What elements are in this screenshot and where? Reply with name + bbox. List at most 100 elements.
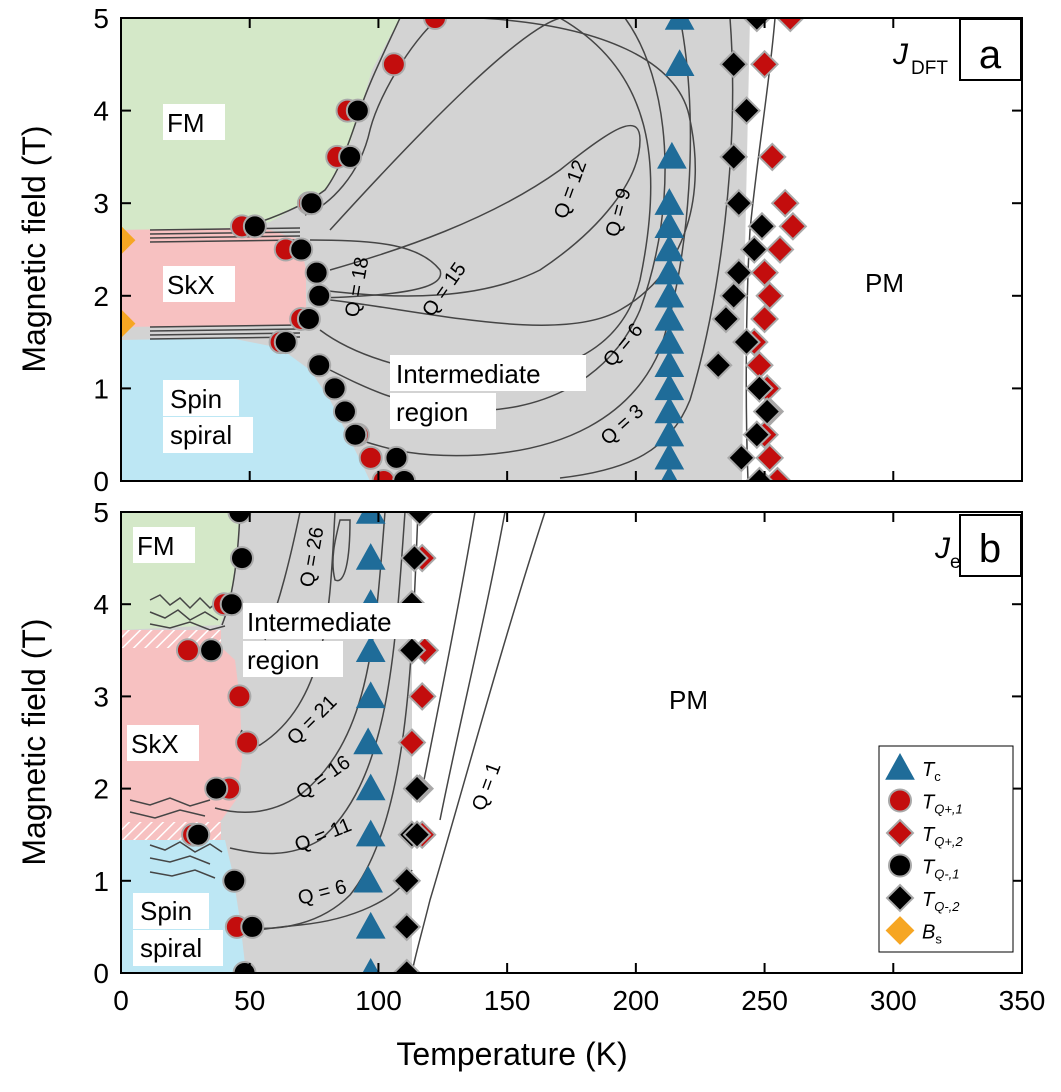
tc-point-a-1 (654, 442, 685, 470)
label-spiral-line1: Spin (170, 384, 222, 414)
legend-label-tq-minus1: TQ-,1 (922, 857, 960, 882)
panel-a-header: J DFT a (892, 18, 1022, 81)
tc-point-a-2 (654, 419, 685, 447)
tq-plus1-point-b-3 (235, 730, 260, 755)
tc-point-a-6 (654, 327, 685, 354)
legend-marker-tq-plus2 (885, 818, 915, 848)
label-fm-b: FM (137, 531, 175, 561)
tq-minus1-point-b-6 (219, 592, 244, 617)
panel-label-b: b (979, 527, 1001, 571)
tq-plus2-point-a-2 (757, 142, 787, 172)
y-tick-label: 4 (93, 96, 109, 127)
panel-a-regions: Q = 18 Q = 15 Q = 12 Q = 9 Q = 6 Q = 3 (121, 18, 1022, 481)
tq-plus1-point-a-9 (358, 445, 383, 470)
tq-minus1-point-a-13 (384, 445, 409, 470)
y-tick-label: 5 (93, 3, 109, 34)
tq-minus1-point-b-5 (199, 638, 224, 663)
y-tick-label: 0 (93, 958, 109, 989)
label-pm-b: PM (669, 685, 708, 715)
tc-point-a-14 (664, 49, 695, 76)
tq-minus2-point-a-8 (719, 281, 749, 311)
tq-plus2-point-a-0 (775, 18, 805, 33)
label-skx: SkX (167, 270, 215, 300)
contour-q16 (214, 512, 386, 813)
tq-plus1-point-a-6 (423, 18, 448, 30)
tq-minus2-point-a-7 (724, 258, 754, 288)
tc-point-b-5 (353, 727, 383, 755)
tq-plus2-point-a-14 (755, 443, 785, 473)
skx-boundary-jagged (129, 797, 211, 819)
tq-minus2-point-a-0 (742, 18, 772, 33)
fm-boundary-jagged (149, 594, 226, 631)
tq-plus1-point-b-4 (227, 684, 252, 709)
tq-minus2-point-b-6 (397, 635, 427, 665)
label-fm: FM (167, 108, 205, 138)
tq-minus1-point-b-7 (229, 546, 254, 571)
y-tick-label: 1 (93, 373, 109, 404)
legend-label-tq-minus2: TQ-,2 (922, 889, 960, 914)
y-tick-label: 2 (93, 774, 109, 805)
tc-point-a-11 (654, 211, 685, 239)
label-intermediate-b-line1: Intermediate (247, 607, 392, 637)
tq-minus2-point-b-4 (402, 820, 432, 850)
tq-minus1-point-a-6 (307, 283, 332, 308)
j-label-dft-sub: DFT (911, 58, 948, 79)
tq-minus1-point-b-4 (204, 776, 229, 801)
spiral-boundary-jagged (149, 841, 223, 879)
label-pm: PM (865, 268, 904, 298)
legend-marker-tq-minus1 (888, 853, 912, 878)
tq-minus1-point-a-11 (332, 399, 357, 424)
y-axis-title-b: Magnetic field (T) (16, 618, 52, 865)
y-tick-label: 2 (93, 281, 109, 312)
tc-point-b-9 (355, 543, 386, 570)
panel-label-box-b (959, 514, 1022, 577)
tc-point-a-9 (654, 257, 685, 285)
panel-a-y-axis: 0 1 2 3 4 5 (93, 3, 1022, 497)
tq-minus2-point-a-16 (745, 466, 774, 481)
panel-a-region-labels: FM SkX Spin spiral Intermediate region P… (163, 104, 904, 453)
y-tick-label: 0 (93, 466, 109, 497)
panel-b-region-labels: FM SkX Spin spiral Intermediate region P… (127, 527, 708, 966)
x-tick-label: 100 (355, 985, 402, 1016)
tc-point-b-2 (353, 865, 383, 893)
bs-point-a-0 (121, 225, 136, 255)
contour-q1 (411, 512, 546, 973)
legend-label-bs: Bs (922, 922, 942, 947)
j-label-eff: J (934, 532, 951, 565)
label-intermediate-b-line2: region (247, 645, 319, 675)
y-tick-label: 3 (93, 188, 109, 219)
legend-label-tq-plus1: TQ+,1 (922, 792, 963, 817)
tq-minus2-point-a-6 (739, 235, 769, 264)
legend-marker-bs (885, 916, 915, 945)
tc-point-b-1 (355, 911, 386, 939)
tq-minus2-point-b-2 (392, 866, 422, 896)
panel-label-box-a (959, 18, 1022, 81)
tc-point-a-15 (664, 18, 695, 30)
tc-point-a-7 (654, 303, 685, 331)
label-spiral-b-line2: spiral (140, 933, 202, 963)
tc-point-a-8 (654, 280, 685, 308)
contour-q15 (319, 124, 641, 297)
tq-minus1-point-a-9 (307, 353, 332, 378)
tq-minus2-point-a-14 (742, 420, 772, 450)
tq-minus1-point-a-5 (304, 260, 329, 285)
tc-point-a-10 (654, 234, 685, 262)
tq-minus2-point-b-5 (402, 774, 432, 804)
x-tick-label: 300 (870, 985, 917, 1016)
tq-plus2-point-a-4 (778, 211, 808, 241)
tq-minus2-point-a-3 (719, 142, 749, 172)
x-tick-label: 50 (234, 985, 265, 1016)
label-spiral-b-line1: Spin (140, 896, 192, 926)
tc-point-a-4 (654, 373, 685, 401)
tq-plus2-point-b-3 (407, 681, 437, 711)
x-axis: 0 50 100 150 200 250 300 350 (113, 18, 1045, 1016)
panel-b: Q = 26 Q = 21 Q = 16 Q = 11 Q = 6 Q = 1 … (93, 18, 1045, 1016)
x-tick-label: 350 (999, 985, 1046, 1016)
tc-point-b-10 (355, 512, 386, 524)
tq-plus2-point-b-2 (397, 728, 427, 757)
tq-minus2-point-a-9 (711, 304, 741, 334)
y-tick-label: 4 (93, 589, 109, 620)
label-skx-b: SkX (131, 729, 179, 759)
tq-minus2-point-a-11 (703, 350, 733, 380)
tq-minus2-point-a-13 (752, 397, 782, 426)
